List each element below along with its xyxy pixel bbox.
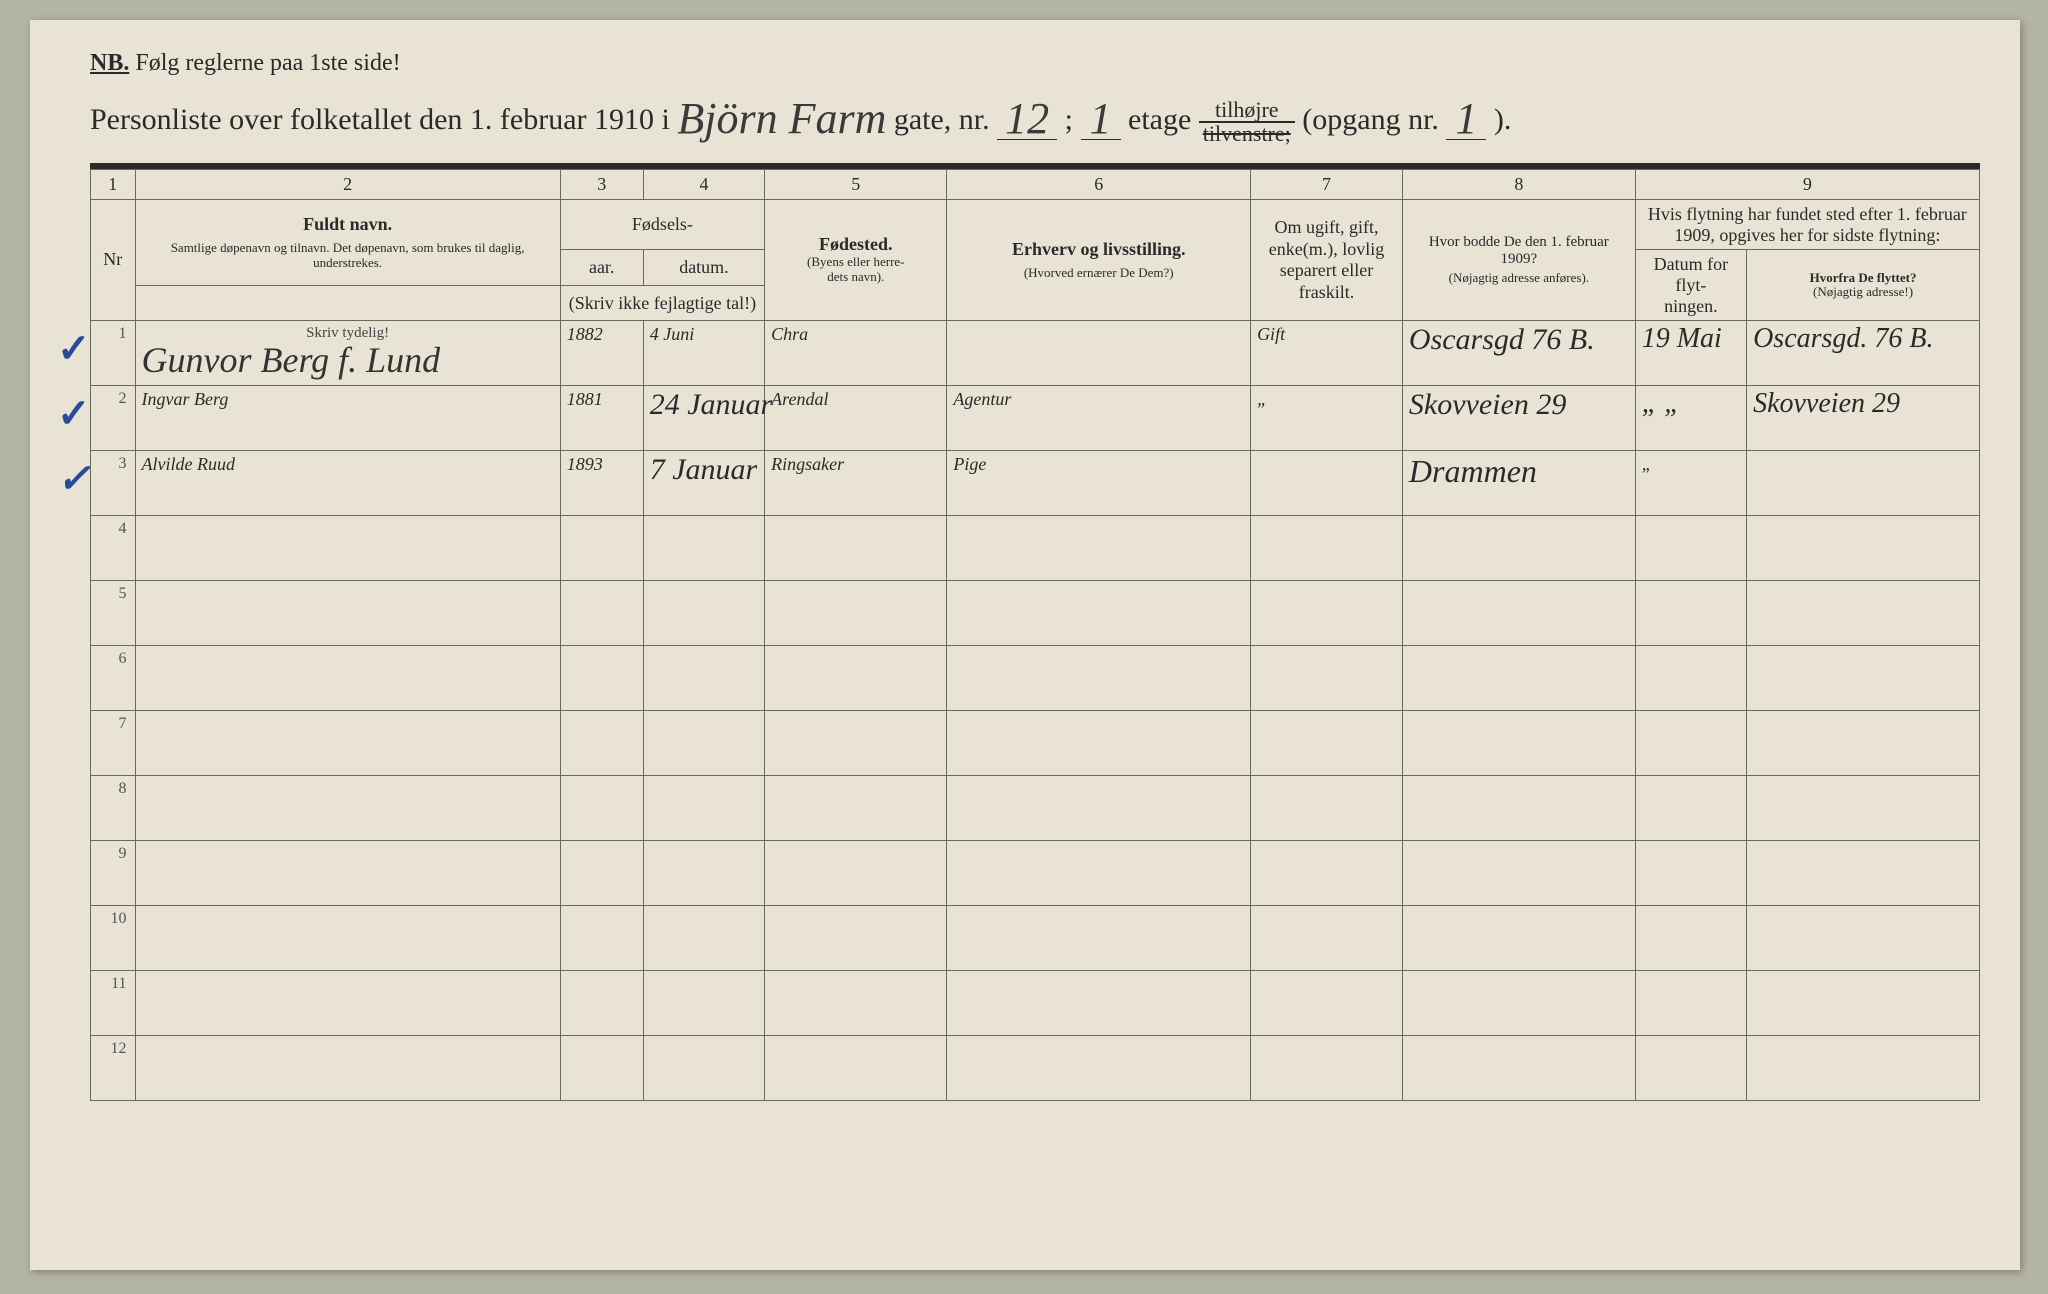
- table-row: 9: [91, 841, 1980, 906]
- coln-6: 6: [947, 170, 1251, 200]
- hdr-fodested: Fødested. (Byens eller herre- dets navn)…: [765, 200, 947, 321]
- hdr-skriv-tydelig-cell: [135, 286, 560, 321]
- row-bodde: Oscarsgd 76 B.: [1402, 321, 1635, 386]
- etage-handwritten: 1: [1081, 99, 1121, 140]
- etage-label: etage: [1128, 103, 1191, 136]
- hdr-flyt-top: Hvis flytning har fundet sted efter 1. f…: [1635, 200, 1979, 250]
- row-fodested: Arendal: [765, 386, 947, 451]
- row-bodde: Skovveien 29: [1402, 386, 1635, 451]
- row-ugift: „: [1251, 386, 1403, 451]
- table-row: 5: [91, 581, 1980, 646]
- table-row: 8: [91, 776, 1980, 841]
- row-flytd: 19 Mai: [1635, 321, 1746, 386]
- title-line: Personliste over folketallet den 1. febr…: [90, 95, 1980, 153]
- row-erhverv: Agentur: [947, 386, 1251, 451]
- checkmark: ✓: [57, 455, 91, 502]
- census-form-page: NB. Følg reglerne paa 1ste side! Personl…: [30, 20, 2020, 1270]
- row-flyth: Oscarsgd. 76 B.: [1747, 321, 1980, 386]
- hdr-datum: datum.: [643, 250, 764, 286]
- coln-2: 2: [135, 170, 560, 200]
- row-datum: 7 Januar: [643, 451, 764, 516]
- table-row: 12: [91, 1036, 1980, 1101]
- colnum-row: 1 2 3 4 5 6 7 8 9: [91, 170, 1980, 200]
- hdr-skriv-fejl: (Skriv ikke fejlagtige tal!): [560, 286, 764, 321]
- semicolon: ;: [1065, 103, 1073, 136]
- table-row: ✓ 3 Alvilde Ruud 1893 7 Januar Ringsaker…: [91, 451, 1980, 516]
- coln-4: 4: [643, 170, 764, 200]
- tilhojre-tilvenstre: tilhøjre tilvenstre;: [1199, 99, 1295, 145]
- hdr-aar: aar.: [560, 250, 643, 286]
- hdr-ugift: Om ugift, gift, enke(m.), lovlig separer…: [1251, 200, 1403, 321]
- coln-1: 1: [91, 170, 136, 200]
- row-ugift: [1251, 451, 1403, 516]
- coln-8: 8: [1402, 170, 1635, 200]
- row-flytd: „ „: [1635, 386, 1746, 451]
- table-row: 4: [91, 516, 1980, 581]
- hdr-navn: Fuldt navn. Samtlige døpenavn og tilnavn…: [135, 200, 560, 286]
- census-table: 1 2 3 4 5 6 7 8 9 Nr Fuldt navn. Samtlig…: [90, 169, 1980, 1101]
- nb-prefix: NB.: [90, 50, 129, 76]
- hdr-bodde: Hvor bodde De den 1. februar 1909? (Nøja…: [1402, 200, 1635, 321]
- row-aar: 1881: [560, 386, 643, 451]
- table-row: 10: [91, 906, 1980, 971]
- hdr-flyt-hvorfra: Hvorfra De flyttet? (Nøjagtig adresse!): [1747, 250, 1980, 321]
- table-row: ✓ 2 Ingvar Berg 1881 24 Januar Arendal A…: [91, 386, 1980, 451]
- gate-label: gate, nr.: [894, 103, 990, 136]
- opgang-close: ).: [1494, 103, 1512, 136]
- row-datum: 4 Juni: [643, 321, 764, 386]
- coln-5: 5: [765, 170, 947, 200]
- row-aar: 1893: [560, 451, 643, 516]
- nb-line: NB. Følg reglerne paa 1ste side!: [90, 50, 1980, 77]
- checkmark: ✓: [57, 390, 91, 437]
- table-row: ✓ 1 Skriv tydelig! Gunvor Berg f. Lund 1…: [91, 321, 1980, 386]
- hdr-fodsels: Fødsels-: [560, 200, 764, 250]
- coln-9: 9: [1635, 170, 1979, 200]
- hdr-flyt-datum: Datum for flyt- ningen.: [1635, 250, 1746, 321]
- coln-7: 7: [1251, 170, 1403, 200]
- street-handwritten: Björn Farm: [677, 94, 886, 143]
- table-row: 7: [91, 711, 1980, 776]
- row-fodested: Ringsaker: [765, 451, 947, 516]
- title-prefix: Personliste over folketallet den 1. febr…: [90, 103, 670, 136]
- row-erhverv: Pige: [947, 451, 1251, 516]
- header-row-1: Nr Fuldt navn. Samtlige døpenavn og tiln…: [91, 200, 1980, 250]
- opgang-handwritten: 1: [1446, 99, 1486, 140]
- hdr-erhverv: Erhverv og livsstilling. (Hvorved ernære…: [947, 200, 1251, 321]
- nb-text: Følg reglerne paa 1ste side!: [135, 50, 400, 76]
- row-flyth: [1747, 451, 1980, 516]
- row-erhverv: [947, 321, 1251, 386]
- row-navn: Alvilde Ruud: [135, 451, 560, 516]
- coln-3: 3: [560, 170, 643, 200]
- row-flyth: Skovveien 29: [1747, 386, 1980, 451]
- row-navn: Ingvar Berg: [135, 386, 560, 451]
- row-fodested: Chra: [765, 321, 947, 386]
- table-row: 11: [91, 971, 1980, 1036]
- row-bodde: Drammen: [1402, 451, 1635, 516]
- nr-handwritten: 12: [997, 99, 1057, 140]
- row-datum: 24 Januar: [643, 386, 764, 451]
- opgang-label: (opgang nr.: [1302, 103, 1439, 136]
- row-ugift: Gift: [1251, 321, 1403, 386]
- row-flytd: „: [1635, 451, 1746, 516]
- table-row: 6: [91, 646, 1980, 711]
- row-aar: 1882: [560, 321, 643, 386]
- row-navn: Gunvor Berg f. Lund: [142, 342, 554, 378]
- checkmark: ✓: [57, 325, 91, 372]
- hdr-nr: Nr: [91, 200, 136, 321]
